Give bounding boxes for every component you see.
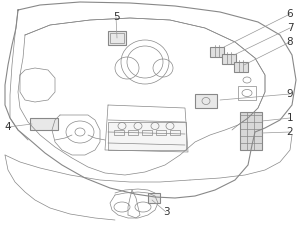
Bar	[128, 130, 138, 135]
Text: 1: 1	[287, 113, 293, 123]
FancyBboxPatch shape	[108, 122, 186, 150]
Text: 7: 7	[287, 23, 293, 33]
FancyBboxPatch shape	[234, 62, 248, 72]
FancyBboxPatch shape	[210, 47, 224, 57]
FancyBboxPatch shape	[108, 31, 126, 45]
Bar	[148, 193, 160, 203]
Text: 6: 6	[287, 9, 293, 19]
Bar	[170, 130, 180, 135]
Bar	[114, 130, 124, 135]
Bar	[238, 86, 256, 100]
FancyBboxPatch shape	[30, 118, 58, 130]
Text: 4: 4	[5, 122, 11, 132]
Bar	[110, 33, 124, 43]
Text: 8: 8	[287, 37, 293, 47]
Text: 5: 5	[113, 12, 119, 22]
FancyBboxPatch shape	[240, 112, 262, 150]
Text: 2: 2	[287, 127, 293, 137]
Text: 9: 9	[287, 89, 293, 99]
FancyBboxPatch shape	[222, 54, 236, 64]
Bar	[142, 130, 152, 135]
Text: 3: 3	[163, 207, 169, 217]
FancyBboxPatch shape	[195, 94, 217, 108]
Bar	[156, 130, 166, 135]
